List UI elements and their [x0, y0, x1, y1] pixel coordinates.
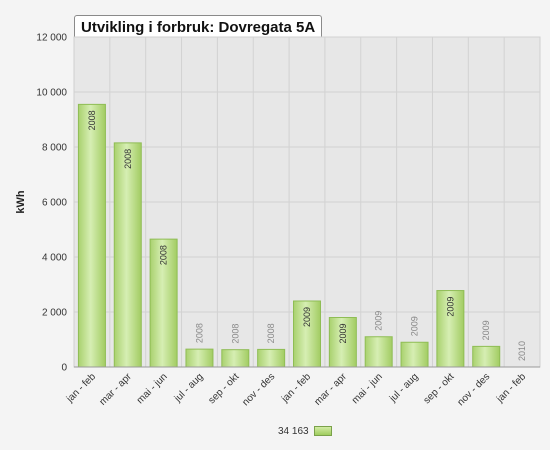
bar	[77, 103, 106, 368]
bar-data-label: 2008	[230, 324, 240, 344]
y-tick-label: 2 000	[42, 308, 67, 319]
bar	[149, 238, 178, 368]
x-tick-label: mar - apr	[97, 371, 134, 408]
x-tick-label: jan - feb	[494, 371, 528, 405]
bar	[328, 317, 357, 368]
x-tick-label: jul - aug	[172, 371, 206, 405]
y-tick-label: 10 000	[36, 88, 67, 99]
x-tick-label: nov - des	[240, 371, 277, 408]
y-axis-label: kWh	[15, 190, 27, 214]
bar	[257, 348, 286, 368]
legend-swatch	[313, 426, 332, 436]
bar-data-label: 2008	[266, 323, 276, 343]
y-tick-label: 0	[61, 363, 67, 374]
x-tick-label: jan - feb	[279, 371, 313, 405]
bar	[221, 349, 250, 368]
bar-data-label: 2008	[87, 110, 97, 130]
y-tick-label: 12 000	[36, 33, 67, 44]
bar	[436, 290, 465, 368]
y-tick-label: 4 000	[42, 253, 67, 264]
bar-data-label: 2009	[481, 320, 491, 340]
bar	[113, 142, 142, 368]
chart-title: Utvikling i forbruk: Dovregata 5A	[74, 15, 323, 39]
bar	[185, 348, 214, 368]
bar	[400, 341, 429, 368]
bar-data-label: 2009	[374, 311, 384, 331]
bar-data-label: 2009	[338, 324, 348, 344]
x-tick-label: mar - apr	[313, 371, 350, 408]
bar-data-label: 2009	[410, 316, 420, 336]
bar-data-label: 2008	[123, 149, 133, 169]
y-tick-label: 8 000	[42, 143, 67, 154]
x-tick-label: mai - jun	[135, 371, 170, 406]
bar-data-label: 2010	[517, 341, 527, 361]
bars: 2008 2008 2008 2008 2008 2008 2009 2009 2009 2009…	[77, 103, 527, 368]
x-tick-label: jan - feb	[64, 371, 98, 405]
x-tick-label: sep - okt	[207, 371, 242, 406]
bar-data-label: 2008	[159, 245, 169, 265]
x-tick-label: jul - aug	[387, 371, 421, 405]
legend: 34 163	[278, 424, 332, 438]
x-tick-label: mai - jun	[350, 371, 385, 406]
y-tick-label: 6 000	[42, 198, 67, 209]
bar-data-label: 2009	[445, 297, 455, 317]
x-tick-label: nov - des	[455, 371, 492, 408]
bar	[472, 345, 501, 368]
bar	[364, 336, 393, 368]
bar-data-label: 2008	[194, 323, 204, 343]
legend-label: 34 163	[278, 425, 309, 437]
bar-data-label: 2009	[302, 307, 312, 327]
x-tick-label: sep - okt	[422, 371, 457, 406]
